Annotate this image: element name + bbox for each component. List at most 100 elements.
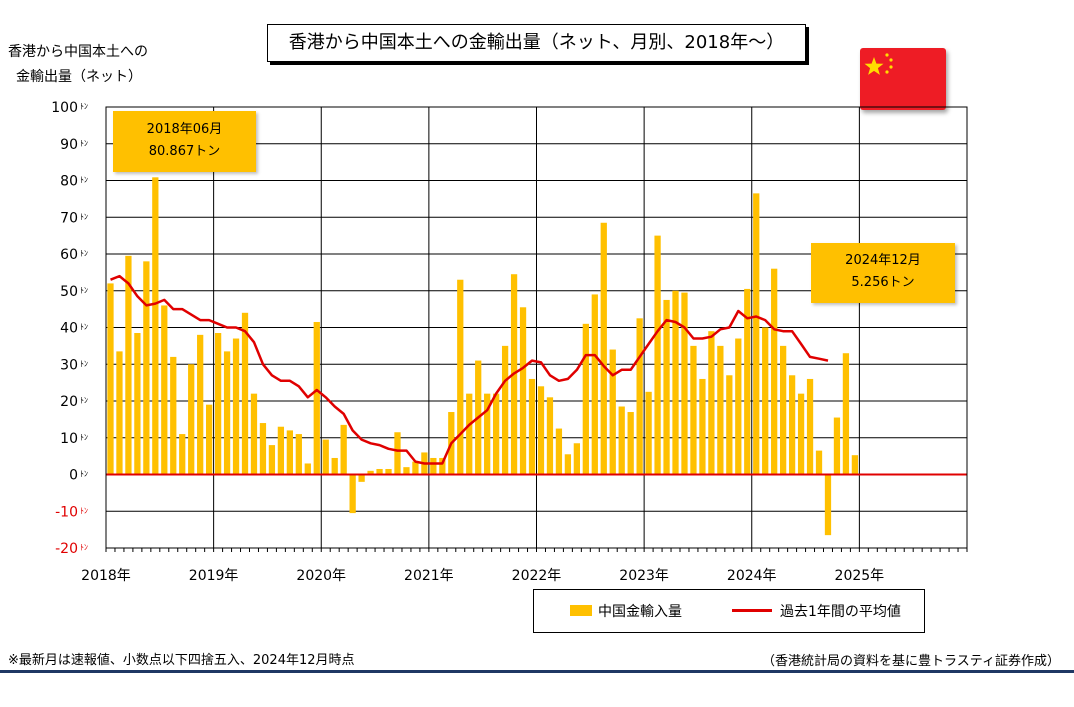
legend-swatch-line [732,609,772,612]
bar [573,443,580,475]
bar [107,283,114,475]
y-tick-unit: ﾄﾝ [80,359,88,368]
bar [268,445,276,475]
y-tick-label: 50 [60,284,78,300]
bar [636,318,643,475]
y-axis-label: 香港から中国本土への 金輸出量（ネット） [8,40,148,90]
y-tick-unit: ﾄﾝ [80,139,88,148]
bar [546,397,554,475]
bar [788,375,796,475]
y-tick-label: 20 [60,394,78,410]
y-tick-label: 40 [60,321,78,337]
bar [582,323,589,475]
y-tick-label: 10 [60,431,78,447]
bar [681,292,688,475]
bar [143,261,150,475]
bar [833,417,841,475]
bar [232,338,240,475]
bar [699,378,706,475]
bar [780,345,787,475]
bar [403,467,410,475]
bar [152,177,159,475]
bar [394,432,401,475]
bar [484,393,491,475]
bar [161,305,168,475]
bar [493,393,500,475]
y-tick-unit: ﾄﾝ [80,286,88,295]
legend-swatch-bars [570,605,592,616]
bar [170,356,177,475]
bar [717,345,724,475]
annotation-2018-06: 2018年06月 80.867トン [113,111,256,172]
bar [609,349,616,475]
bar [304,463,311,475]
bar [663,299,670,475]
y-tick-label: 90 [60,137,78,153]
bar [125,255,132,475]
annotation-2024-12: 2024年12月 5.256トン [811,243,955,303]
y-tick-unit: ﾄﾝ [80,433,88,442]
y-axis-label-line-2: 金輸出量（ネット） [16,69,142,85]
y-tick-unit: ﾄﾝ [80,102,88,111]
bar [771,268,778,475]
bar [322,439,329,475]
y-tick-label: 30 [60,357,78,373]
bar [259,423,267,475]
y-tick-unit: ﾄﾝ [80,323,88,332]
y-tick-unit: ﾄﾝ [80,249,88,258]
china-flag-icon [860,48,946,110]
bar [501,345,509,475]
bar [708,331,715,475]
bar [241,312,249,475]
y-tick-unit: ﾄﾝ [80,176,88,185]
annotation-2018-06-value: 80.867トン [148,144,221,159]
plot-frame [105,106,968,549]
x-tick-label: 2022年 [512,568,562,584]
bar [313,321,320,475]
bar [197,334,204,475]
chart-legend: 中国金輸入量 過去1年間の平均値 [533,589,925,633]
bar [385,468,392,475]
x-tick-label: 2018年 [81,568,131,584]
y-tick-label: 0 [69,468,78,484]
bar [376,468,383,475]
bar [555,428,563,475]
bar [295,434,302,475]
bar [519,307,527,475]
bar [806,378,814,475]
x-tick-label: 2025年 [835,568,885,584]
y-tick-label: 100 [51,100,78,116]
bar [349,474,356,514]
bar [744,288,751,475]
source-note: （香港統計局の資料を基に豊トラスティ証券作成） [762,654,1060,669]
y-tick-unit: ﾄﾝ [80,506,88,515]
bar [753,193,760,475]
annotation-2018-06-month: 2018年06月 [146,122,223,137]
bar [824,474,832,536]
bar [851,455,859,475]
legend-label-line: 過去1年間の平均値 [780,604,901,620]
bar [690,345,697,475]
bar [358,474,365,482]
bar [528,378,536,475]
y-axis-label-line-1: 香港から中国本土への [8,44,148,60]
y-tick-unit: ﾄﾝ [80,543,88,552]
bar [214,333,222,475]
bar [340,424,347,475]
bar [627,412,634,475]
footer-rule [0,670,1074,673]
bar [134,333,141,475]
bar [277,426,285,475]
y-tick-label: 60 [60,247,78,263]
legend-label-bars: 中国金輸入量 [598,604,682,620]
bar [430,457,437,475]
x-tick-label: 2019年 [189,568,239,584]
chart-title: 香港から中国本土への金輸出量（ネット、月別、2018年～） [267,24,806,62]
bar [591,294,598,475]
bar [672,290,679,475]
bar [206,404,213,475]
y-tick-label: -20 [55,541,78,557]
bar [815,450,823,475]
y-tick-unit: ﾄﾝ [80,212,88,221]
